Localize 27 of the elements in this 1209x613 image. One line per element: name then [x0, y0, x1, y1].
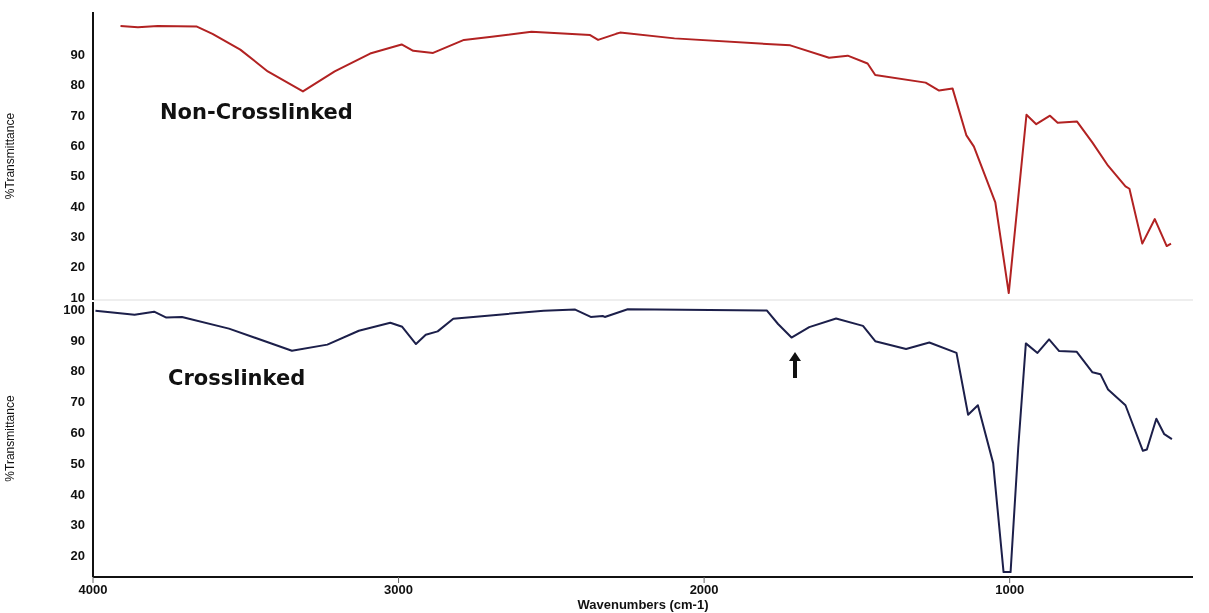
y-tick-label: 40: [70, 198, 85, 214]
y-tick-label: 60: [70, 138, 85, 153]
line-series: [119, 24, 1172, 295]
y-tick-label: 30: [70, 517, 85, 533]
y-tick-label: 70: [70, 394, 85, 410]
y-tick-label: 80: [70, 363, 85, 379]
y-tick-label: 50: [70, 455, 85, 471]
x-tick-label: 3000: [384, 582, 414, 598]
y-tick-label: 20: [70, 548, 85, 564]
x-tick-label: 4000: [78, 582, 108, 598]
y-axis-title: %Transmittance: [3, 395, 18, 482]
series-label: Non-Crosslinked: [160, 100, 353, 124]
line-series: [94, 308, 1173, 574]
x-axis-title: Wavenumbers (cm-1): [577, 597, 709, 612]
y-tick-label: 20: [70, 259, 85, 275]
y-tick-label: 90: [70, 332, 85, 348]
y-axis-title: %Transmittance: [3, 112, 18, 200]
y-tick-label: 90: [70, 47, 85, 63]
y-tick-label: 70: [70, 107, 85, 123]
series-label: Crosslinked: [168, 366, 306, 390]
y-tick-label: 80: [70, 77, 85, 93]
y-tick-label: 30: [70, 228, 85, 244]
x-tick-label: 2000: [689, 582, 719, 598]
x-tick-label: 1000: [995, 582, 1025, 598]
y-tick-label: 40: [70, 486, 85, 502]
y-tick-label: 60: [70, 424, 85, 440]
y-tick-label: 50: [70, 168, 85, 184]
